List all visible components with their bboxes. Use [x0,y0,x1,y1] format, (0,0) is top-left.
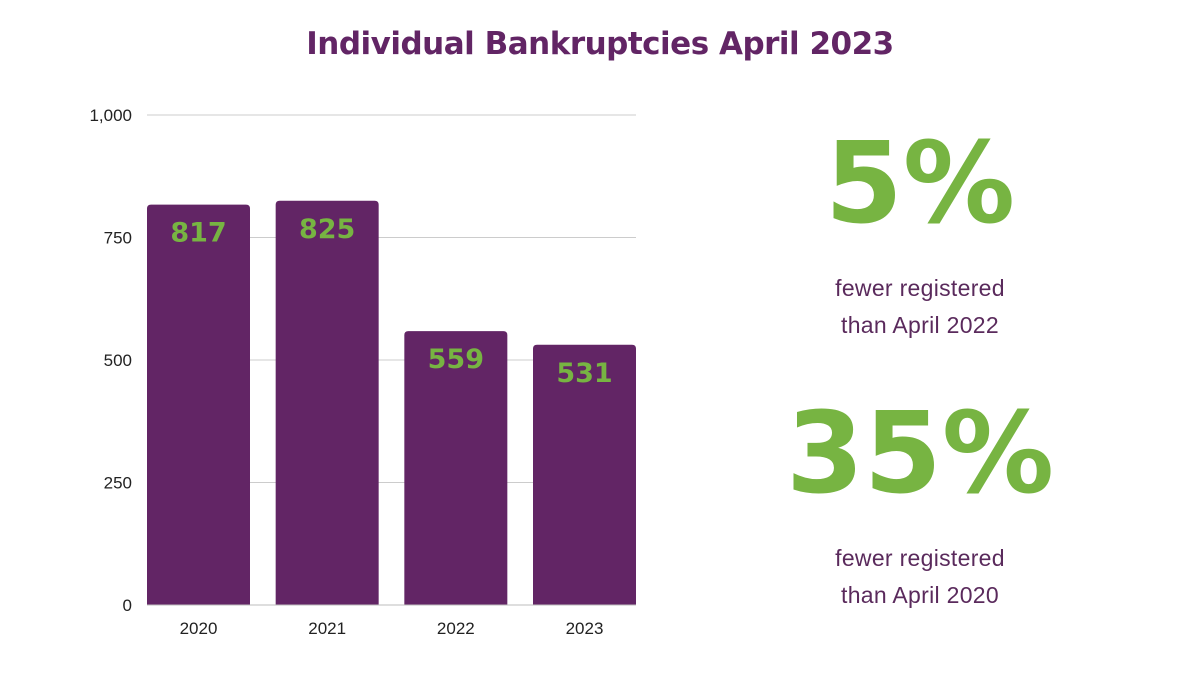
y-tick-label: 250 [104,474,132,493]
stat-description: fewer registered than April 2020 [700,540,1140,614]
bar-chart: 0 250 500 750 1,000 817 2020 825 2021 559 2022 531 2… [89,106,636,638]
stat-35-percent: 35% fewer registered than April 2020 [700,398,1140,614]
stat-line-1: fewer registered [835,275,1005,301]
stat-description: fewer registered than April 2022 [700,270,1140,344]
bar-2020 [147,204,250,606]
x-tick-label: 2023 [566,619,604,638]
x-tick-label: 2022 [437,619,475,638]
y-tick-label: 0 [123,596,132,615]
stat-5-percent: 5% fewer registered than April 2022 [700,128,1140,344]
y-tick-label: 750 [104,229,132,248]
x-tick-label: 2021 [308,619,346,638]
data-label: 817 [170,218,226,249]
stat-value: 35% [785,389,1055,519]
chart-title: Individual Bankruptcies April 2023 [306,26,894,62]
y-tick-label: 1,000 [89,106,132,125]
bar-2021 [275,200,379,605]
data-label: 531 [556,358,612,389]
data-label: 559 [428,344,484,375]
stat-value: 5% [824,119,1016,249]
bar-2022 [404,331,508,605]
stat-line-1: fewer registered [835,545,1005,571]
data-label: 825 [299,214,355,245]
stat-line-2: than April 2022 [841,312,999,338]
x-tick-label: 2020 [180,619,218,638]
bar-2023 [533,344,636,605]
y-tick-label: 500 [104,351,132,370]
stat-line-2: than April 2020 [841,582,999,608]
